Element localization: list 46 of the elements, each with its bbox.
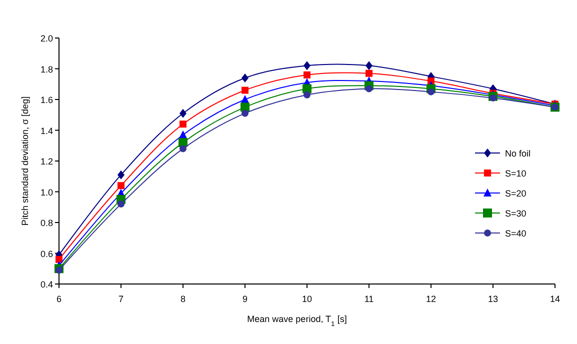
point xyxy=(118,182,124,190)
point xyxy=(304,91,310,98)
point xyxy=(242,73,248,82)
point xyxy=(118,200,124,208)
x-tick-label: 10 xyxy=(302,294,312,304)
point xyxy=(428,88,434,96)
legend-label: S=30 xyxy=(505,208,526,218)
point xyxy=(180,120,186,128)
y-tick-label: 1.6 xyxy=(40,95,53,105)
point xyxy=(304,71,310,78)
point xyxy=(490,94,496,102)
x-tick-label: 11 xyxy=(364,294,374,304)
point xyxy=(56,266,62,274)
point xyxy=(304,61,310,70)
y-tick-label: 0.6 xyxy=(40,248,53,259)
point xyxy=(118,170,124,180)
y-tick-label: 0.8 xyxy=(40,218,53,228)
point xyxy=(180,108,186,118)
point xyxy=(242,110,248,117)
legend-label: S=20 xyxy=(505,188,526,198)
y-tick-label: 1.8 xyxy=(40,64,53,74)
x-tick-label: 7 xyxy=(118,294,124,304)
y-tick-label: 2.0 xyxy=(40,34,53,44)
y-tick-label: 1.2 xyxy=(40,156,53,166)
y-tick-label: 0.4 xyxy=(40,280,53,290)
x-tick-label: 8 xyxy=(180,294,186,304)
point xyxy=(302,84,312,94)
y-axis-title: Pitch standard deviation, σ [deg] xyxy=(20,96,30,226)
point xyxy=(366,61,372,70)
x-axis-title: Mean wave period, T$_{1}$ [s] xyxy=(247,314,347,328)
point xyxy=(242,86,248,94)
point xyxy=(56,256,62,263)
point xyxy=(240,102,250,112)
x-tick-label: 14 xyxy=(550,294,560,304)
x-tick-label: 9 xyxy=(242,294,248,304)
y-tick-label: 1.4 xyxy=(40,126,53,136)
x-tick-label: 13 xyxy=(488,294,498,304)
point xyxy=(366,70,372,77)
point xyxy=(366,85,372,92)
legend-label: S=10 xyxy=(505,168,526,178)
legend-label: No foil xyxy=(505,148,531,158)
x-tick-label: 6 xyxy=(56,294,62,304)
legend-label: S=40 xyxy=(505,228,526,238)
point xyxy=(180,145,186,152)
x-tick-label: 12 xyxy=(426,294,436,304)
y-tick-label: 1.0 xyxy=(40,187,53,198)
